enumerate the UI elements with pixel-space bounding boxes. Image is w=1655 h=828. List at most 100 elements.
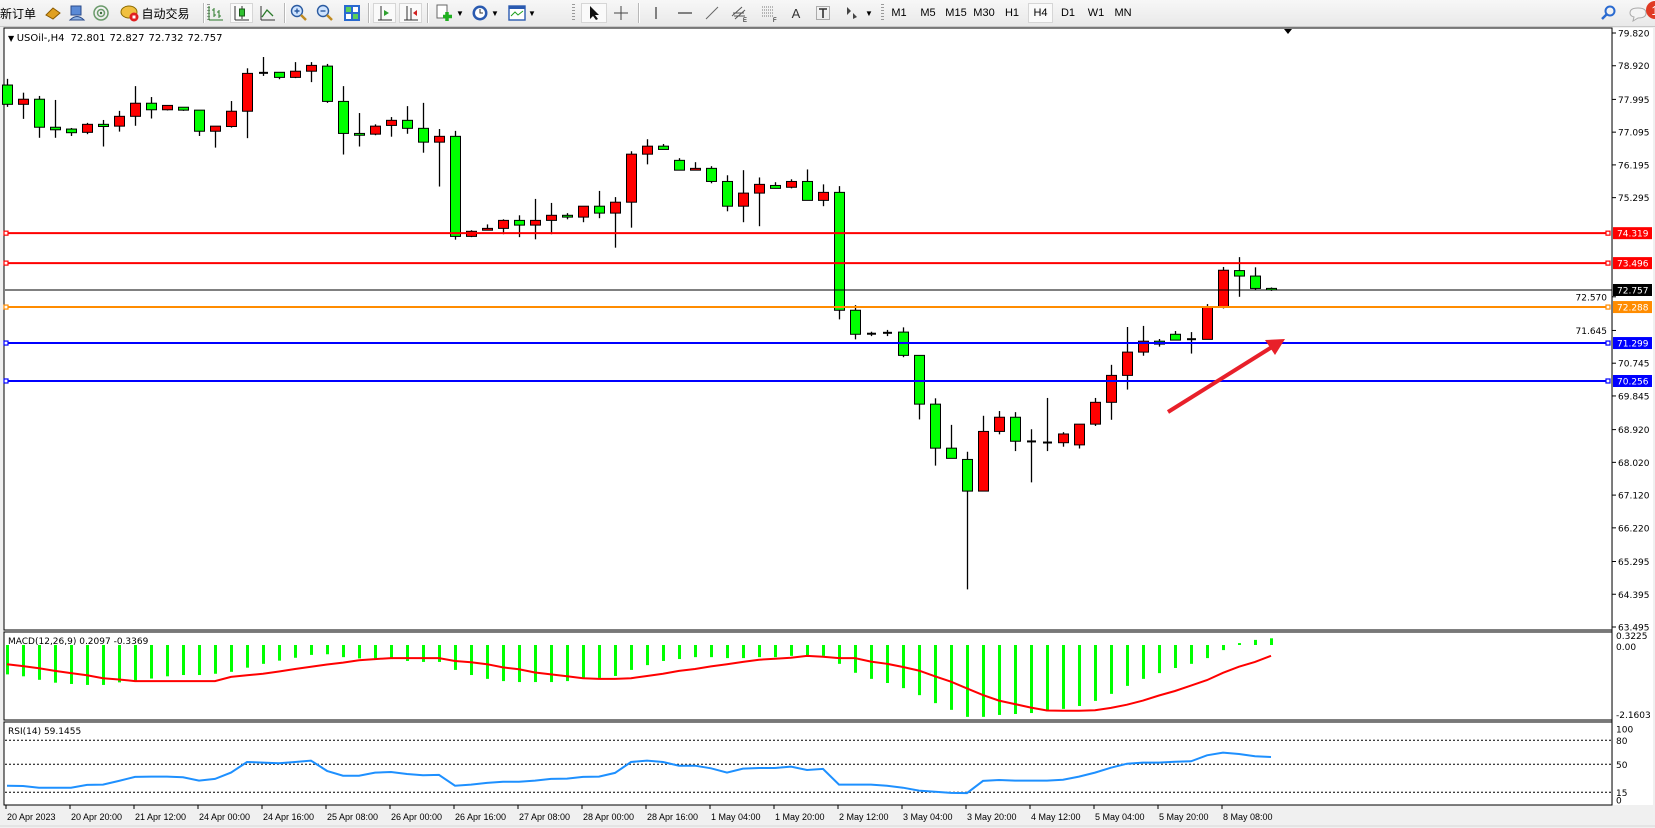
navigator-icon[interactable] <box>66 3 88 23</box>
text-label-icon[interactable] <box>812 3 834 23</box>
new-chart-dropdown[interactable]: ▼ <box>456 8 464 18</box>
fibonacci-icon[interactable]: F <box>758 3 780 23</box>
timeframe-h4[interactable]: H4 <box>1028 3 1053 23</box>
macd-histogram-bar <box>262 645 265 664</box>
macd-histogram-bar <box>1110 645 1113 694</box>
timeframe-m30[interactable]: M30 <box>973 7 995 19</box>
chart-shift-icon[interactable] <box>399 3 422 23</box>
main-price-panel[interactable] <box>3 27 1613 631</box>
annotation-arrow[interactable] <box>1166 339 1285 414</box>
price-axis[interactable] <box>1613 28 1653 805</box>
macd-histogram-bar <box>406 645 409 661</box>
toolbar-grip[interactable] <box>572 4 575 22</box>
timeframe-mn[interactable]: MN <box>1114 7 1132 19</box>
arrows-dropdown[interactable]: ▼ <box>865 8 873 18</box>
line-handle-right[interactable] <box>1605 304 1611 310</box>
market-watch-icon[interactable] <box>42 3 64 23</box>
notification-badge[interactable]: 1 <box>1646 1 1655 19</box>
macd-histogram-bar <box>278 645 281 661</box>
macd-histogram-bar <box>230 645 233 672</box>
price-tick-label: 67.120 <box>1618 492 1650 502</box>
horizontal-line[interactable]: 70.256 <box>3 374 1652 388</box>
macd-histogram-bar <box>550 645 553 683</box>
line-handle-left[interactable] <box>3 378 9 384</box>
line-chart-icon[interactable] <box>257 3 279 23</box>
notifications-icon[interactable] <box>1626 3 1650 23</box>
line-handle-left[interactable] <box>3 304 9 310</box>
candle-body <box>162 104 173 111</box>
timeframe-m1[interactable]: M1 <box>891 7 907 19</box>
rsi-line <box>6 751 1272 795</box>
candle <box>1058 432 1069 447</box>
line-handle-right[interactable] <box>1605 230 1611 236</box>
macd-histogram-bar <box>102 645 105 685</box>
macd-histogram-bar <box>630 645 633 670</box>
trendline-icon[interactable] <box>701 3 723 23</box>
candle-body <box>322 65 333 102</box>
macd-histogram-bar <box>326 645 329 655</box>
horizontal-line-price-label: 70.256 <box>1617 377 1649 387</box>
templates-icon[interactable] <box>506 3 528 23</box>
zoom-out-icon[interactable] <box>314 3 336 23</box>
line-handle-left[interactable] <box>3 260 9 266</box>
zoom-in-icon[interactable] <box>288 3 310 23</box>
timeframe-m5[interactable]: M5 <box>920 7 936 19</box>
candle <box>1090 397 1101 426</box>
toolbar-grip[interactable] <box>881 4 884 22</box>
candle <box>354 113 365 147</box>
chart-menu-triangle-icon[interactable]: ▼ <box>8 34 17 43</box>
rsi-axis-label: 0 <box>1616 796 1622 806</box>
vertical-line-icon[interactable] <box>645 3 667 23</box>
auto-scroll-icon[interactable] <box>373 3 396 23</box>
timeframe-h1[interactable]: H1 <box>1004 7 1020 19</box>
arrow-shaft[interactable] <box>1166 345 1274 414</box>
price-tick-label: 71.645 <box>1576 327 1608 337</box>
time-axis-label: 8 May 08:00 <box>1223 812 1273 822</box>
signals-icon[interactable] <box>90 3 112 23</box>
arrows-icon[interactable] <box>841 3 863 23</box>
templates-dropdown[interactable]: ▼ <box>528 8 536 18</box>
time-axis-label: 21 Apr 12:00 <box>135 812 186 822</box>
horizontal-line-tag <box>1613 374 1652 387</box>
new-order-button[interactable]: 新订单 <box>0 3 36 23</box>
horizontal-line[interactable]: 72.288 <box>3 301 1652 314</box>
line-handle-left[interactable] <box>3 230 9 236</box>
search-icon[interactable] <box>1598 3 1618 23</box>
time-axis-label: 20 Apr 2023 <box>7 812 56 822</box>
candle-body <box>1074 423 1085 446</box>
candle-body <box>946 447 957 459</box>
periods-icon[interactable] <box>469 3 491 23</box>
new-chart-icon[interactable] <box>433 3 455 23</box>
line-handle-right[interactable] <box>1605 260 1611 266</box>
timeframe-d1[interactable]: D1 <box>1060 7 1076 19</box>
line-handle-right[interactable] <box>1605 378 1611 384</box>
equidistant-channel-icon[interactable]: E <box>728 3 750 23</box>
candle <box>130 86 141 126</box>
candle-body <box>338 100 349 134</box>
macd-histogram-bar <box>950 645 953 710</box>
horizontal-line[interactable]: 73.496 <box>3 257 1652 270</box>
timeframe-w1[interactable]: W1 <box>1087 7 1105 19</box>
crosshair-icon[interactable] <box>610 3 632 23</box>
line-handle-left[interactable] <box>3 340 9 346</box>
horizontal-line-icon[interactable] <box>674 3 696 23</box>
auto-trading-button[interactable]: 自动交易 <box>120 3 190 23</box>
horizontal-line[interactable]: 74.319 <box>3 227 1652 240</box>
line-handle-right[interactable] <box>1605 340 1611 346</box>
macd-histogram-bar <box>982 645 985 717</box>
candlestick-icon[interactable] <box>230 3 253 23</box>
macd-histogram-bar <box>774 645 777 658</box>
horizontal-line[interactable]: 71.299 <box>3 337 1652 350</box>
candle-body <box>562 214 573 218</box>
cursor-icon[interactable] <box>581 3 607 23</box>
timeframe-m15[interactable]: M15 <box>945 7 967 19</box>
rsi-axis-label: 50 <box>1616 761 1628 771</box>
chart-shift-marker[interactable] <box>1284 29 1292 34</box>
macd-histogram-bar <box>806 645 809 656</box>
text-icon[interactable]: A <box>791 5 801 21</box>
bar-chart-icon[interactable] <box>205 3 227 23</box>
tile-windows-icon[interactable] <box>341 3 363 23</box>
periods-dropdown[interactable]: ▼ <box>491 8 499 18</box>
price-tick-label: 72.570 <box>1576 293 1608 303</box>
